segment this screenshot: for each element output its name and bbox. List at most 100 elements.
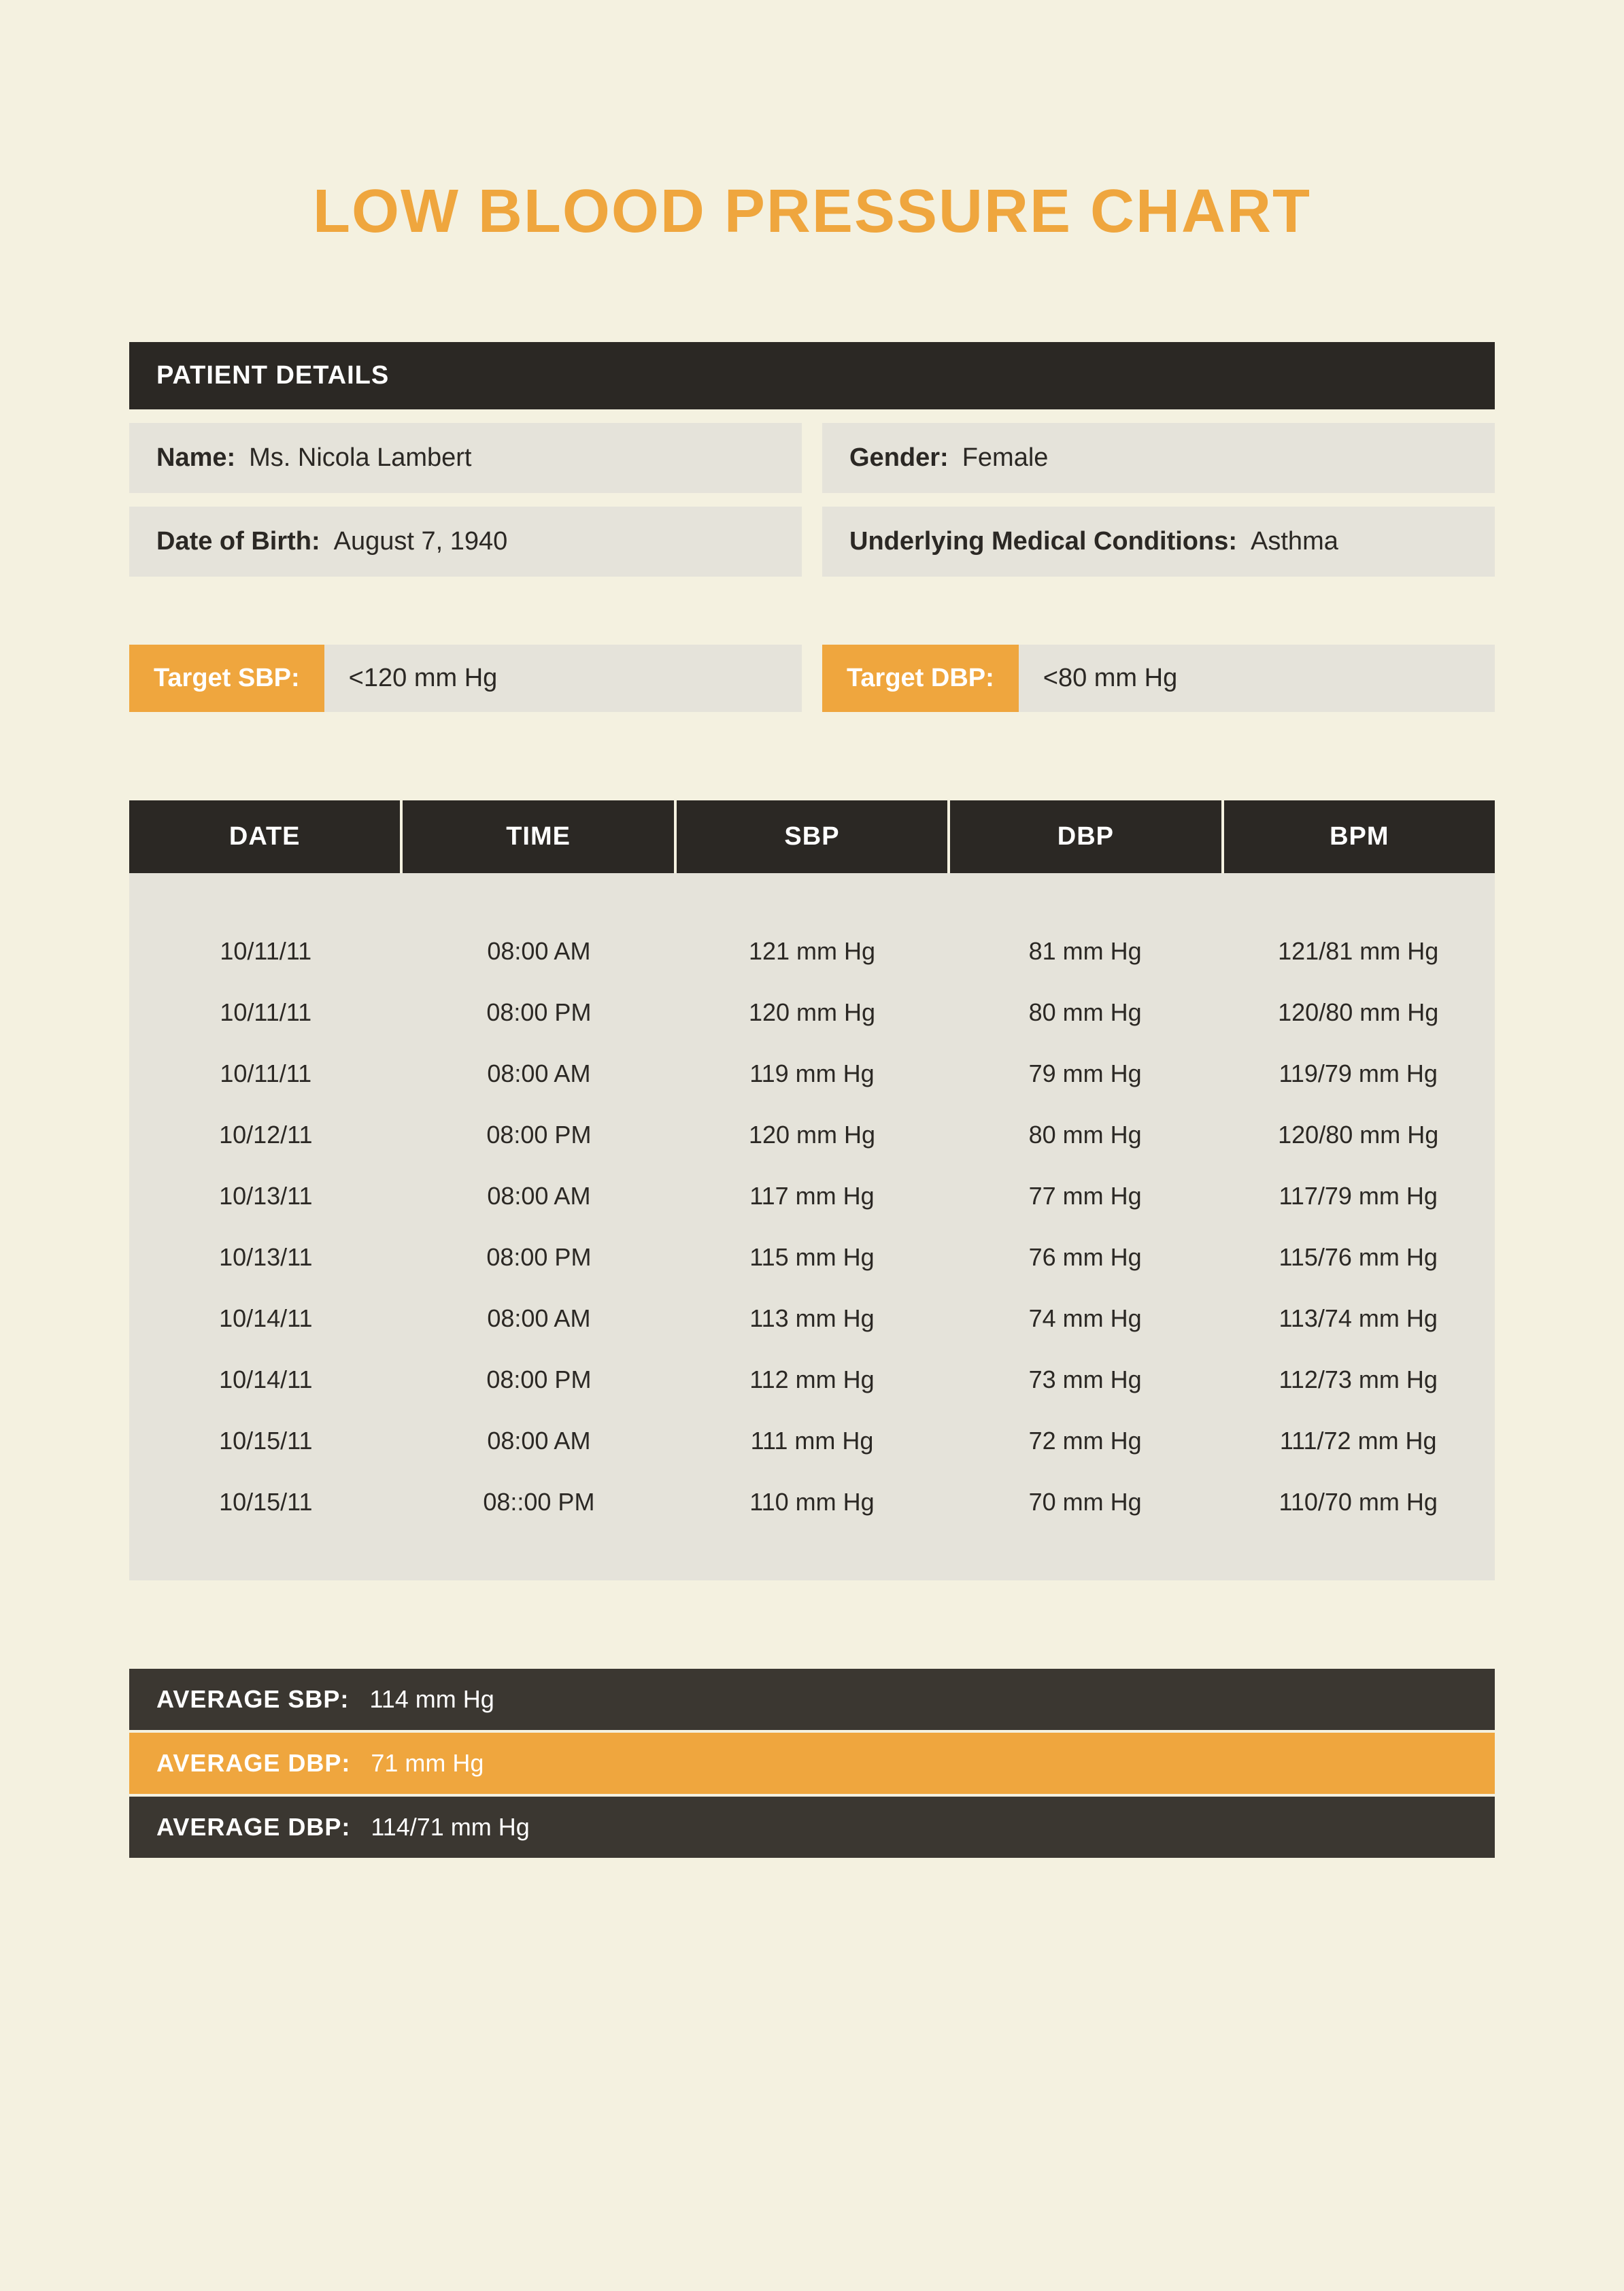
table-column-header: BPM (1224, 800, 1495, 873)
table-row: 10/14/1108:00 AM113 mm Hg74 mm Hg113/74 … (129, 1288, 1495, 1349)
target-dbp: Target DBP: <80 mm Hg (822, 645, 1495, 712)
table-cell: 120 mm Hg (675, 998, 949, 1027)
gender-value: Female (962, 443, 1049, 473)
table-row: 10/11/1108:00 PM120 mm Hg80 mm Hg120/80 … (129, 982, 1495, 1043)
target-sbp: Target SBP: <120 mm Hg (129, 645, 802, 712)
average-dbp-label: AVERAGE DBP: (156, 1749, 350, 1778)
detail-dob: Date of Birth: August 7, 1940 (129, 507, 802, 577)
target-dbp-label: Target DBP: (822, 645, 1019, 712)
table-row: 10/13/1108:00 PM115 mm Hg76 mm Hg115/76 … (129, 1227, 1495, 1288)
dob-value: August 7, 1940 (334, 527, 508, 556)
targets-row: Target SBP: <120 mm Hg Target DBP: <80 m… (129, 645, 1495, 712)
table-cell: 121/81 mm Hg (1221, 937, 1495, 966)
dob-label: Date of Birth: (156, 527, 320, 556)
table-column-header: TIME (403, 800, 673, 873)
table-column-header: DATE (129, 800, 400, 873)
table-cell: 115/76 mm Hg (1221, 1243, 1495, 1272)
table-cell: 72 mm Hg (949, 1427, 1222, 1455)
name-label: Name: (156, 443, 235, 473)
table-cell: 119/79 mm Hg (1221, 1059, 1495, 1088)
table-cell: 08:00 PM (403, 1243, 676, 1272)
average-combined-value: 114/71 mm Hg (371, 1813, 529, 1842)
average-dbp-row: AVERAGE DBP: 71 mm Hg (129, 1733, 1495, 1794)
table-cell: 113/74 mm Hg (1221, 1304, 1495, 1333)
table-cell: 80 mm Hg (949, 1121, 1222, 1149)
table-cell: 10/11/11 (129, 937, 403, 966)
table-cell: 113 mm Hg (675, 1304, 949, 1333)
table-cell: 112 mm Hg (675, 1365, 949, 1394)
table-cell: 117 mm Hg (675, 1182, 949, 1210)
table-row: 10/11/1108:00 AM119 mm Hg79 mm Hg119/79 … (129, 1043, 1495, 1104)
table-cell: 10/13/11 (129, 1182, 403, 1210)
average-sbp-row: AVERAGE SBP: 114 mm Hg (129, 1669, 1495, 1730)
table-cell: 10/15/11 (129, 1427, 403, 1455)
table-cell: 110 mm Hg (675, 1488, 949, 1516)
average-combined-label: AVERAGE DBP: (156, 1813, 350, 1842)
conditions-label: Underlying Medical Conditions: (849, 527, 1237, 556)
detail-conditions: Underlying Medical Conditions: Asthma (822, 507, 1495, 577)
table-cell: 10/12/11 (129, 1121, 403, 1149)
table-cell: 121 mm Hg (675, 937, 949, 966)
table-cell: 08:00 AM (403, 1059, 676, 1088)
table-cell: 08:00 AM (403, 1427, 676, 1455)
table-cell: 76 mm Hg (949, 1243, 1222, 1272)
average-sbp-label: AVERAGE SBP: (156, 1685, 349, 1714)
table-cell: 10/11/11 (129, 1059, 403, 1088)
table-cell: 08:00 AM (403, 1182, 676, 1210)
table-column-header: SBP (677, 800, 947, 873)
detail-gender: Gender: Female (822, 423, 1495, 493)
table-row: 10/11/1108:00 AM121 mm Hg81 mm Hg121/81 … (129, 921, 1495, 982)
detail-name: Name: Ms. Nicola Lambert (129, 423, 802, 493)
table-cell: 74 mm Hg (949, 1304, 1222, 1333)
average-dbp-value: 71 mm Hg (371, 1749, 484, 1778)
conditions-value: Asthma (1251, 527, 1338, 556)
table-cell: 112/73 mm Hg (1221, 1365, 1495, 1394)
readings-table: DATETIMESBPDBPBPM 10/11/1108:00 AM121 mm… (129, 800, 1495, 1580)
table-row: 10/14/1108:00 PM112 mm Hg73 mm Hg112/73 … (129, 1349, 1495, 1410)
table-cell: 08:00 PM (403, 1121, 676, 1149)
target-dbp-value: <80 mm Hg (1019, 645, 1202, 712)
table-cell: 70 mm Hg (949, 1488, 1222, 1516)
table-cell: 10/14/11 (129, 1304, 403, 1333)
target-sbp-value: <120 mm Hg (324, 645, 522, 712)
table-cell: 08::00 PM (403, 1488, 676, 1516)
table-head: DATETIMESBPDBPBPM (129, 800, 1495, 873)
table-cell: 120/80 mm Hg (1221, 998, 1495, 1027)
patient-details-grid: Name: Ms. Nicola Lambert Gender: Female … (129, 423, 1495, 577)
table-cell: 77 mm Hg (949, 1182, 1222, 1210)
table-cell: 111 mm Hg (675, 1427, 949, 1455)
table-cell: 81 mm Hg (949, 937, 1222, 966)
table-column-header: DBP (950, 800, 1221, 873)
table-row: 10/15/1108:00 AM111 mm Hg72 mm Hg111/72 … (129, 1410, 1495, 1472)
averages-section: AVERAGE SBP: 114 mm Hg AVERAGE DBP: 71 m… (129, 1669, 1495, 1858)
table-row: 10/12/1108:00 PM120 mm Hg80 mm Hg120/80 … (129, 1104, 1495, 1166)
table-cell: 08:00 AM (403, 937, 676, 966)
gender-label: Gender: (849, 443, 949, 473)
table-cell: 10/11/11 (129, 998, 403, 1027)
average-sbp-value: 114 mm Hg (369, 1685, 494, 1714)
table-cell: 120/80 mm Hg (1221, 1121, 1495, 1149)
table-cell: 117/79 mm Hg (1221, 1182, 1495, 1210)
table-row: 10/13/1108:00 AM117 mm Hg77 mm Hg117/79 … (129, 1166, 1495, 1227)
table-cell: 115 mm Hg (675, 1243, 949, 1272)
table-cell: 111/72 mm Hg (1221, 1427, 1495, 1455)
table-cell: 08:00 PM (403, 998, 676, 1027)
table-cell: 10/15/11 (129, 1488, 403, 1516)
table-cell: 119 mm Hg (675, 1059, 949, 1088)
name-value: Ms. Nicola Lambert (249, 443, 471, 473)
table-cell: 08:00 AM (403, 1304, 676, 1333)
target-sbp-label: Target SBP: (129, 645, 324, 712)
table-cell: 10/14/11 (129, 1365, 403, 1394)
page-title: LOW BLOOD PRESSURE CHART (129, 177, 1495, 247)
table-cell: 73 mm Hg (949, 1365, 1222, 1394)
table-cell: 79 mm Hg (949, 1059, 1222, 1088)
patient-details-header: PATIENT DETAILS (129, 342, 1495, 409)
table-row: 10/15/1108::00 PM110 mm Hg70 mm Hg110/70… (129, 1472, 1495, 1533)
table-cell: 10/13/11 (129, 1243, 403, 1272)
table-cell: 08:00 PM (403, 1365, 676, 1394)
table-body: 10/11/1108:00 AM121 mm Hg81 mm Hg121/81 … (129, 873, 1495, 1580)
table-cell: 110/70 mm Hg (1221, 1488, 1495, 1516)
table-cell: 120 mm Hg (675, 1121, 949, 1149)
table-cell: 80 mm Hg (949, 998, 1222, 1027)
average-combined-row: AVERAGE DBP: 114/71 mm Hg (129, 1797, 1495, 1858)
